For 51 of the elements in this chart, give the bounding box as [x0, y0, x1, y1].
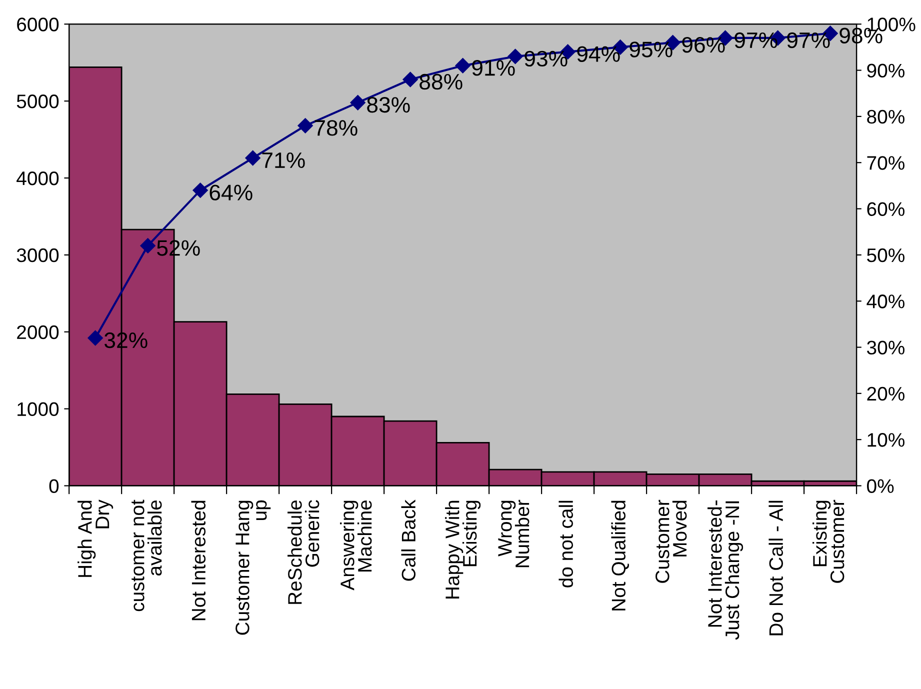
y-tick-label: 2000 [17, 325, 59, 340]
data-label: 88% [420, 74, 462, 90]
point [88, 330, 103, 346]
data-label: 93% [524, 50, 568, 67]
data-label: 96% [682, 36, 725, 53]
y2-tick-label: 50% [867, 248, 904, 262]
x-tick-label: Not Interested [191, 500, 206, 620]
y-tick-label: 6000 [17, 18, 59, 32]
x-tick-label: customer not available [132, 500, 162, 612]
x-tick-label: Not Qualified [611, 500, 629, 610]
point [298, 118, 313, 134]
data-label: 78% [314, 120, 358, 136]
x-tick-label: Answering Machine [340, 500, 372, 590]
y-tick-label: 0 [49, 479, 59, 493]
data-label: 97% [787, 32, 830, 48]
y-tick-label: 3000 [16, 248, 59, 262]
x-tick-label: do not call [558, 500, 574, 588]
data-label: 71% [262, 152, 305, 168]
data-label: 95% [630, 42, 672, 58]
x-tick-label: Existing Customer [812, 500, 844, 583]
y-tick-label: 1000 [18, 402, 59, 416]
data-label: 64% [210, 184, 252, 200]
data-label: 91% [472, 60, 515, 76]
y2-tick-label: 0% [867, 479, 894, 493]
y-tick-label: 4000 [16, 171, 59, 186]
y2-tick-label: 90% [867, 64, 904, 78]
data-label: 83% [367, 96, 410, 113]
x-tick-label: Happy With Existing [445, 500, 481, 598]
y2-tick-label: 20% [867, 386, 904, 401]
y2-tick-label: 30% [866, 340, 904, 354]
y2-tick-label: 40% [866, 294, 904, 308]
point [245, 150, 260, 166]
x-tick-label: Customer Moved [656, 500, 687, 583]
x-tick-label: Call Back [401, 500, 416, 581]
x-tick-label: ReSchedule Generic [288, 500, 320, 604]
point [140, 238, 156, 254]
point [455, 58, 470, 74]
y2-tick-label: 80% [867, 110, 904, 124]
x-tick-label: Wrong Number [498, 500, 530, 568]
point [192, 182, 208, 198]
x-tick-label: Do Not Call - All [768, 500, 784, 636]
x-tick-label: Customer Hang up [236, 500, 271, 635]
x-tick-label: Not Interested- Just Change -NI [708, 500, 744, 640]
y2-tick-label: 60% [867, 202, 904, 216]
point [350, 95, 366, 110]
x-tick-label: High And Dry [78, 500, 114, 577]
y-tick-label: 5000 [16, 94, 59, 108]
point [402, 72, 418, 88]
data-label: 94% [577, 46, 620, 62]
y2-tick-label: 10% [868, 433, 904, 447]
y2-tick-label: 70% [867, 156, 904, 170]
